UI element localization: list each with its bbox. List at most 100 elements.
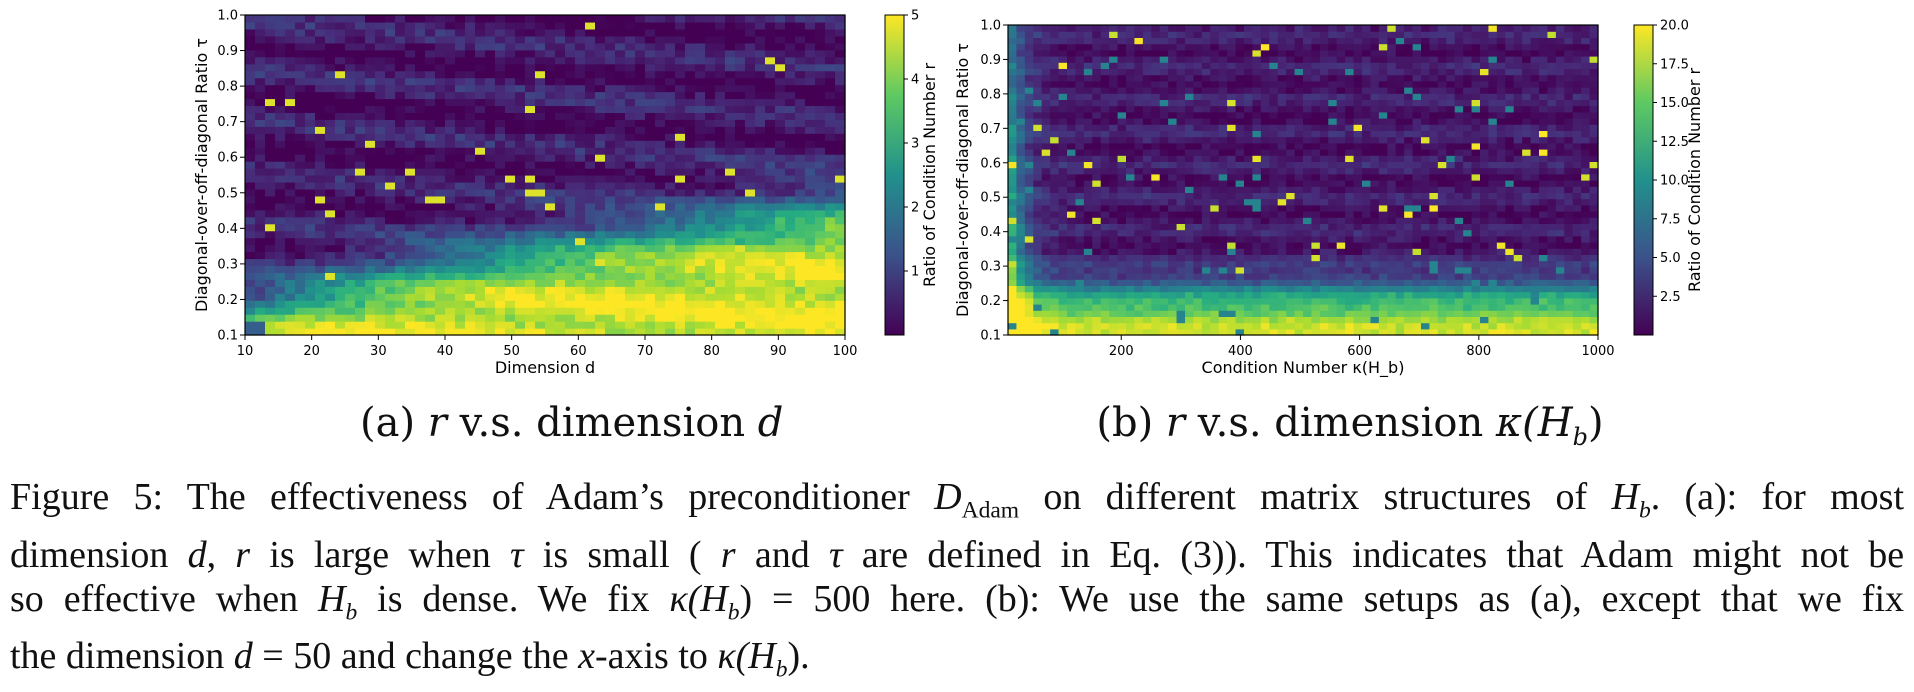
heatmap-a-cell bbox=[785, 321, 796, 329]
heatmap-a-cell bbox=[515, 210, 526, 218]
heatmap-b-cell bbox=[1227, 112, 1236, 119]
heatmap-a-cell bbox=[515, 78, 526, 86]
heatmap-b-cell bbox=[1244, 186, 1253, 193]
heatmap-a-cell bbox=[775, 314, 786, 322]
heatmap-a-cell bbox=[275, 203, 286, 211]
heatmap-b-cell bbox=[1227, 99, 1236, 106]
heatmap-a-cell bbox=[785, 154, 796, 162]
heatmap-a-cell bbox=[595, 92, 606, 100]
heatmap-a-cell bbox=[345, 85, 356, 93]
heatmap-b-cell bbox=[1151, 267, 1160, 274]
heatmap-b-cell bbox=[1143, 267, 1152, 274]
heatmap-a-cell bbox=[535, 140, 546, 148]
heatmap-b-cell bbox=[1084, 323, 1093, 330]
heatmap-a-cell bbox=[375, 64, 386, 72]
heatmap-b-cell bbox=[1160, 304, 1169, 311]
heatmap-a-cell bbox=[715, 64, 726, 72]
heatmap-a-cell bbox=[735, 182, 746, 190]
heatmap-b-cell bbox=[1370, 279, 1379, 286]
heatmap-b-cell bbox=[1016, 44, 1025, 51]
heatmap-b-cell bbox=[1328, 236, 1337, 243]
heatmap-b-cell bbox=[1303, 137, 1312, 144]
heatmap-b-cell bbox=[1252, 186, 1261, 193]
heatmap-b-cell bbox=[1227, 143, 1236, 150]
heatmap-a-cell bbox=[725, 147, 736, 155]
heatmap-a-cell bbox=[765, 92, 776, 100]
heatmap-a-cell bbox=[505, 168, 516, 176]
heatmap-b-cell bbox=[1168, 25, 1177, 32]
heatmap-a-cell bbox=[365, 321, 376, 329]
heatmap-a-cell bbox=[715, 15, 726, 23]
heatmap-b-cell bbox=[1160, 205, 1169, 212]
heatmap-b-cell bbox=[1227, 75, 1236, 82]
heatmap-a-cell bbox=[575, 252, 586, 260]
heatmap-a-cell bbox=[415, 92, 426, 100]
heatmap-b-cell bbox=[1269, 323, 1278, 330]
heatmap-b-cell bbox=[1109, 285, 1118, 292]
heatmap-a-cell bbox=[305, 252, 316, 260]
heatmap-a-cell bbox=[595, 182, 606, 190]
heatmap-a-cell bbox=[365, 98, 376, 106]
heatmap-b-cell bbox=[1244, 292, 1253, 299]
heatmap-b-cell bbox=[1219, 279, 1228, 286]
heatmap-b-cell bbox=[1219, 112, 1228, 119]
heatmap-a-cell bbox=[365, 245, 376, 253]
heatmap-b-cell bbox=[1059, 124, 1068, 131]
heatmap-b-cell bbox=[1295, 130, 1304, 137]
heatmap-b-cell bbox=[1210, 230, 1219, 237]
heatmap-a-cell bbox=[335, 307, 346, 315]
heatmap-a-cell bbox=[285, 182, 296, 190]
heatmap-a-cell bbox=[315, 279, 326, 287]
heatmap-b-cell bbox=[1236, 62, 1245, 69]
heatmap-b-cell bbox=[1050, 87, 1059, 94]
heatmap-a-cell bbox=[765, 245, 776, 253]
heatmap-b-cell bbox=[1168, 242, 1177, 249]
heatmap-a-cell bbox=[535, 272, 546, 280]
heatmap-a-cell bbox=[315, 105, 326, 113]
heatmap-b-cell bbox=[1210, 168, 1219, 175]
heatmap-b-cell bbox=[1168, 130, 1177, 137]
heatmap-b-cell bbox=[1143, 87, 1152, 94]
heatmap-b-cell bbox=[1320, 316, 1329, 323]
heatmap-a-cell bbox=[615, 321, 626, 329]
heatmap-b-cell bbox=[1008, 180, 1017, 187]
heatmap-a-cell bbox=[465, 272, 476, 280]
heatmap-a-cell bbox=[385, 119, 396, 127]
heatmap-b-cell bbox=[1311, 223, 1320, 230]
heatmap-a-cell bbox=[315, 147, 326, 155]
heatmap-a-cell bbox=[355, 189, 366, 197]
heatmap-b-cell bbox=[1328, 174, 1337, 181]
heatmap-a-cell bbox=[285, 245, 296, 253]
heatmap-a-cell bbox=[455, 286, 466, 294]
heatmap-a-cell bbox=[715, 279, 726, 287]
heatmap-b-cell bbox=[1337, 254, 1346, 261]
heatmap-b-cell bbox=[1261, 261, 1270, 268]
heatmap-b-cell bbox=[1320, 242, 1329, 249]
heatmap-a-cell bbox=[425, 182, 436, 190]
heatmap-a-cell bbox=[315, 36, 326, 44]
heatmap-b-cell bbox=[1202, 217, 1211, 224]
heatmap-a-cell bbox=[575, 119, 586, 127]
heatmap-a-cell bbox=[625, 300, 636, 308]
heatmap-b-cell bbox=[1109, 50, 1118, 57]
heatmap-b-cell bbox=[1227, 50, 1236, 57]
heatmap-a-cell bbox=[255, 258, 266, 266]
heatmap-b-cell bbox=[1177, 31, 1186, 38]
heatmap-a-cell bbox=[575, 126, 586, 134]
heatmap-a-cell bbox=[705, 321, 716, 329]
heatmap-a-cell bbox=[275, 43, 286, 51]
heatmap-b-cell bbox=[1328, 106, 1337, 113]
heatmap-a-cell bbox=[535, 252, 546, 260]
heatmap-b-cell bbox=[1067, 137, 1076, 144]
heatmap-a-cell bbox=[455, 321, 466, 329]
heatmap-b-cell bbox=[1252, 75, 1261, 82]
heatmap-b-cell bbox=[1177, 87, 1186, 94]
heatmap-a-cell bbox=[385, 22, 396, 30]
heatmap-a-cell bbox=[705, 300, 716, 308]
heatmap-a-cell bbox=[415, 98, 426, 106]
heatmap-a-cell bbox=[265, 307, 276, 315]
heatmap-b-cell bbox=[1168, 180, 1177, 187]
heatmap-b-cell bbox=[1025, 31, 1034, 38]
heatmap-b-cell bbox=[1185, 50, 1194, 57]
heatmap-b-cell bbox=[1227, 230, 1236, 237]
